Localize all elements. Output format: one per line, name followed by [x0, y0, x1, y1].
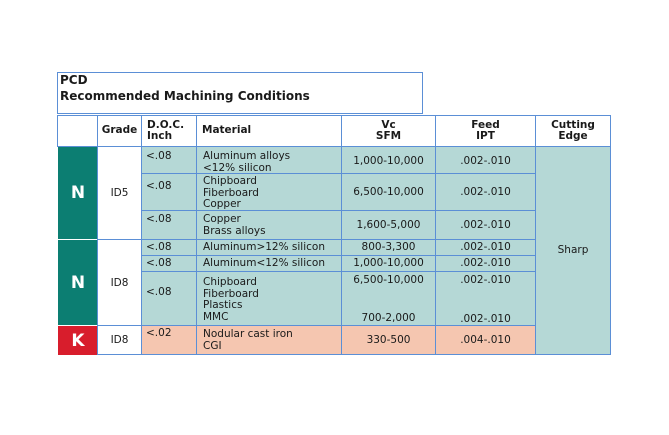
col-sep [435, 146, 436, 355]
row-doc: <.08 [146, 241, 172, 253]
header-material: Material [196, 115, 342, 147]
row-vc-2: 700-2,000 [361, 312, 416, 324]
cutting-edge-value: Sharp [557, 244, 589, 256]
row-material: Aluminum<12% silicon [203, 257, 325, 269]
col-sep [196, 146, 197, 355]
row-sep [141, 271, 536, 272]
material-line: Brass alloys [203, 224, 266, 237]
header-feed-line1: Feed [471, 118, 500, 131]
header-edge-line2: Edge [558, 130, 588, 142]
cutting-edge-cell [535, 146, 611, 355]
row-material: Chipboard Fiberboard Copper [203, 175, 259, 211]
material-line: Plastics [203, 299, 243, 311]
header-blank [57, 115, 98, 147]
material-line: <12% silicon [203, 161, 272, 174]
header-doc-line2: Inch [147, 130, 173, 142]
header-cutting-edge: Cutting Edge [535, 115, 611, 147]
material-line: Chipboard [203, 175, 257, 187]
grade-id8: ID8 [97, 239, 142, 326]
row-feed: .002-.010 [460, 241, 511, 253]
material-line: CGI [203, 339, 222, 352]
header-vc-line1: Vc [381, 118, 396, 131]
row-feed: .002-.010 [460, 186, 511, 198]
row-vc: 1,000-10,000 [353, 155, 424, 167]
material-line: Chipboard [203, 276, 257, 288]
row-doc: <.02 [146, 327, 172, 339]
header-feed-line2: IPT [476, 130, 495, 142]
row-feed: .002-.010 [460, 155, 511, 167]
grade-k-id8: ID8 [97, 325, 142, 355]
row-material: Nodular cast iron CGI [203, 328, 293, 352]
header-vc: Vc SFM [341, 115, 436, 147]
row-vc: 6,500-10,000 [353, 274, 424, 286]
header-doc-line1: D.O.C. [147, 118, 185, 131]
row-vc: 330-500 [366, 334, 411, 346]
grade-id5: ID5 [97, 146, 142, 240]
header-feed: Feed IPT [435, 115, 536, 147]
material-line: Copper [203, 213, 241, 225]
material-line: Aluminum alloys [203, 150, 291, 162]
row-material: Aluminum alloys <12% silicon [203, 150, 291, 174]
row-doc: <.08 [146, 257, 172, 269]
row-doc: <.08 [146, 180, 172, 192]
badge-n-id5: N [58, 147, 98, 239]
row-sep [141, 239, 536, 240]
material-line: Fiberboard [203, 186, 259, 199]
title-box: PCD Recommended Machining Conditions [57, 72, 423, 114]
material-line: Nodular cast iron [203, 328, 293, 340]
row-feed: .002-.010 [460, 274, 511, 286]
header-vc-line2: SFM [375, 130, 402, 142]
badge-k-id8: K [58, 326, 98, 355]
row-doc: <.08 [146, 286, 172, 298]
header-edge-line1: Cutting [551, 118, 595, 131]
row-feed: .004-.010 [460, 334, 511, 346]
header-grade: Grade [97, 115, 142, 147]
row-sep [141, 210, 536, 211]
row-feed: .002-.010 [460, 257, 511, 269]
row-material: Copper Brass alloys [203, 213, 266, 237]
row-feed: .002-.010 [460, 219, 511, 231]
row-feed-2: .002-.010 [460, 313, 511, 325]
title-line2: Recommended Machining Conditions [60, 89, 310, 103]
row-doc: <.08 [146, 213, 172, 225]
material-line: MMC [203, 310, 229, 323]
row-material: Chipboard Fiberboard Plastics MMC [203, 276, 259, 323]
row-sep [141, 173, 536, 174]
row-material: Aluminum>12% silicon [203, 241, 325, 253]
material-line: Fiberboard [203, 287, 259, 300]
row-vc: 1,600-5,000 [356, 219, 421, 231]
row-vc: 6,500-10,000 [353, 186, 424, 198]
row-vc: 800-3,300 [361, 241, 416, 253]
row-doc: <.08 [146, 150, 172, 162]
row-vc: 1,000-10,000 [353, 257, 424, 269]
title-line1: PCD [60, 73, 88, 87]
row-sep [141, 255, 536, 256]
body-fill-salmon [141, 325, 536, 355]
col-sep [341, 146, 342, 355]
material-line: Copper [203, 198, 241, 210]
header-doc: D.O.C. Inch [141, 115, 197, 147]
badge-n-id8: N [58, 240, 98, 325]
